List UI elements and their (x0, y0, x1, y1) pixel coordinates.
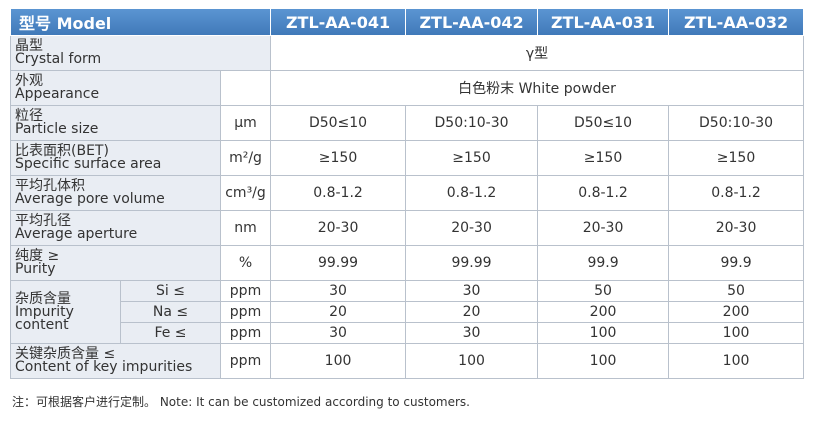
row-label: 外观 Appearance (10, 70, 221, 106)
sub-row: 杂质含量 Impurity content Si ≤ ppm 30 30 50 50 (10, 280, 805, 344)
label-en: Crystal form (15, 51, 102, 67)
unit: ppm (219, 322, 272, 344)
value: 50 (668, 280, 805, 302)
label-zh: 比表面积(BET) (15, 143, 109, 159)
value: 0.8-1.2 (537, 175, 670, 211)
value: 30 (405, 322, 539, 344)
value: 100 (668, 343, 805, 379)
label-en: Appearance (15, 86, 100, 102)
value: 白色粉末 White powder (270, 70, 805, 106)
label-zh: 平均孔径 (15, 213, 71, 229)
unit: μm (219, 105, 272, 141)
header-cell: ZTL-AA-042 (405, 8, 539, 36)
element: Fe ≤ (120, 322, 221, 344)
row: 平均孔径 Average aperture nm 20-30 20-30 20-30 20-… (10, 210, 805, 246)
value: ≥150 (668, 140, 805, 176)
unit: m²/g (219, 140, 272, 176)
value: 30 (405, 280, 539, 302)
value: 30 (270, 280, 407, 302)
value: 100 (537, 343, 670, 379)
unit (219, 70, 272, 106)
value: 20 (270, 301, 407, 323)
note: 注：可根据客户进行定制。 Note: It can be customized … (12, 395, 470, 409)
value: D50≤10 (537, 105, 670, 141)
label-en: Average pore volume (15, 191, 165, 207)
label-en: Purity (15, 261, 56, 277)
header-row: 型号 Model ZTL-AA-041 ZTL-AA-042 ZTL-AA-031 ZT… (9, 8, 805, 36)
row-label: 杂质含量 Impurity content (10, 280, 121, 344)
value: 100 (537, 322, 670, 344)
row-label: 平均孔体积 Average pore volume (10, 175, 221, 211)
value: ≥150 (537, 140, 670, 176)
value: 100 (270, 343, 407, 379)
header-title: 型号 Model (9, 8, 272, 36)
row-label: 比表面积(BET) Specific surface area (10, 140, 221, 176)
unit: nm (219, 210, 272, 246)
value: 99.9 (668, 245, 805, 281)
row: 纯度 ≥ Purity% 99.99 99.99 99.9 99.9 (10, 245, 805, 281)
unit: % (219, 245, 272, 281)
label-en: Specific surface area (15, 156, 162, 172)
row: 粒径 Particle size μm D50≤10 D50:10-30 D50≤10 D5… (10, 105, 805, 141)
row: 比表面积(BET) Specific surface area m²/g ≥150 ≥1… (10, 140, 805, 176)
row: 晶型 Crystal form γ型 (9, 35, 805, 71)
value: D50≤10 (270, 105, 407, 141)
value: 20-30 (537, 210, 670, 246)
row-label: 纯度 ≥ Purity (10, 245, 221, 281)
value: 20-30 (668, 210, 805, 246)
row-label: 晶型 Crystal form (9, 35, 272, 71)
value: 20-30 (405, 210, 539, 246)
label-zh: 粒径 (15, 108, 43, 124)
value: 20-30 (270, 210, 407, 246)
row-label: 平均孔径 Average aperture (10, 210, 221, 246)
sub-row: Fe ≤ ppm 30 30 100 100 (11, 322, 805, 344)
value: 200 (537, 301, 670, 323)
label-en: Particle size (15, 121, 99, 137)
label-en: Average aperture (15, 226, 138, 242)
unit: ppm (219, 280, 272, 302)
value: 0.8-1.2 (405, 175, 539, 211)
unit: ppm (219, 301, 272, 323)
value: 99.99 (270, 245, 407, 281)
value: D50:10-30 (668, 105, 805, 141)
spec-table: 型号 Model ZTL-AA-041 ZTL-AA-042 ZTL-AA-031 ZT… (9, 8, 805, 379)
value: 0.8-1.2 (668, 175, 805, 211)
value: D50:10-30 (405, 105, 539, 141)
value: 50 (537, 280, 670, 302)
value: γ型 (270, 35, 805, 71)
label-zh: 外观 (15, 73, 43, 89)
row-label: 关键杂质含量 ≤ Content of key impurities (10, 343, 221, 379)
label-zh: 杂质含量 (15, 290, 71, 307)
value: 0.8-1.2 (270, 175, 407, 211)
value: ≥150 (405, 140, 539, 176)
header-cell: ZTL-AA-031 (537, 8, 670, 36)
label-zh: 晶型 (15, 38, 43, 54)
label-zh: 关键杂质含量 ≤ (15, 346, 116, 362)
header-cell: ZTL-AA-032 (668, 8, 805, 36)
header-cell: ZTL-AA-041 (270, 8, 407, 36)
element: Si ≤ (120, 280, 221, 302)
row: 外观 Appearance 白色粉末 White powder (10, 70, 805, 106)
value: 30 (270, 322, 407, 344)
label-zh: 纯度 ≥ (15, 248, 60, 264)
value: 99.9 (537, 245, 670, 281)
unit: ppm (219, 343, 272, 379)
row: 关键杂质含量 ≤ Content of key impurities ppm 100 1… (10, 343, 805, 379)
value: 20 (405, 301, 539, 323)
row: 平均孔体积 Average pore volume cm³/g 0.8-1.2 0.8-… (10, 175, 805, 211)
unit: cm³/g (219, 175, 272, 211)
label-en: Impurity content (15, 303, 74, 333)
label-en: Content of key impurities (15, 359, 193, 375)
value: 100 (668, 322, 805, 344)
value: ≥150 (270, 140, 407, 176)
label-zh: 平均孔体积 (15, 178, 85, 194)
value: 99.99 (405, 245, 539, 281)
element: Na ≤ (120, 301, 221, 323)
value: 100 (405, 343, 539, 379)
sub-row: Na ≤ ppm 20 20 200 200 (11, 301, 805, 323)
row-label: 粒径 Particle size (10, 105, 221, 141)
value: 200 (668, 301, 805, 323)
